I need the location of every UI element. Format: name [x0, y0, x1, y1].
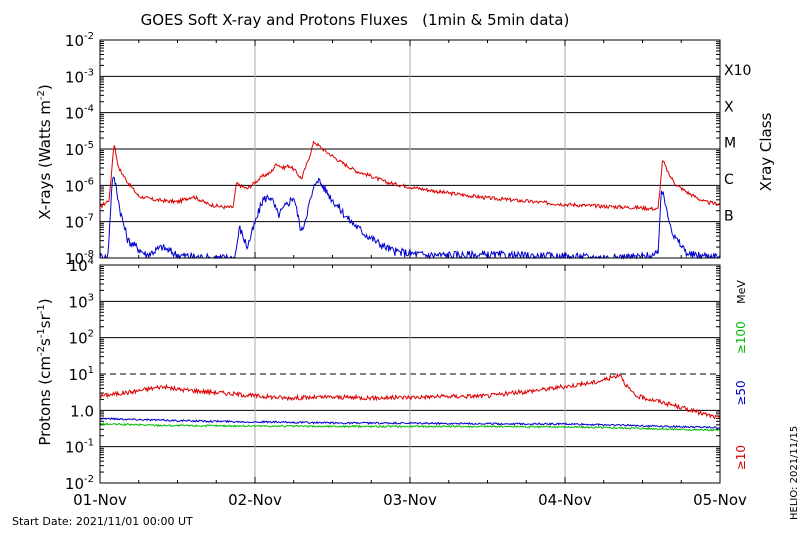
- xray-ytick-label-3: 10-5: [65, 140, 94, 159]
- x-tick-label-0: 01-Nov: [73, 491, 127, 509]
- proton-ytick-label-1: 10-1: [65, 438, 94, 457]
- xray-ytick-exp-6: -2: [84, 31, 94, 42]
- x-tick-label-3: 04-Nov: [538, 491, 592, 509]
- energy-label-red: ≥10: [734, 445, 748, 470]
- proton-y-axis-label-sup2: -1: [36, 328, 47, 338]
- proton-y-axis-label-mid2: sr: [36, 313, 54, 328]
- proton-ytick-exp-0: -2: [84, 474, 94, 485]
- xray-ytick-label-6: 10-2: [65, 31, 94, 50]
- proton-ytick-label-6: 104: [69, 256, 94, 275]
- proton-ytick-exp-3: 1: [88, 365, 94, 376]
- xray-y-axis-label-main: X-rays (Watts m: [36, 100, 54, 220]
- proton-series-blue: [99, 417, 721, 430]
- mev-axis-title: MeV: [735, 280, 748, 304]
- proton-ytick-exp-1: -1: [84, 438, 94, 449]
- proton-ytick-exp-5: 3: [88, 292, 94, 303]
- proton-y-axis-label-main: Protons (cm: [36, 356, 54, 446]
- proton-frame: [99, 264, 721, 484]
- proton-ytick-base-6: 10: [69, 257, 88, 275]
- xray-class-label-c: C: [724, 172, 734, 188]
- energy-label-green: ≥100: [734, 321, 748, 354]
- proton-y-axis-label-sup1: -2: [36, 346, 47, 356]
- xray-class-label-x10: X10: [724, 63, 751, 79]
- proton-ytick-base-4: 10: [69, 330, 88, 348]
- proton-y-axis-label-mid1: s: [36, 338, 54, 346]
- xray-ytick-exp-1: -7: [84, 213, 94, 224]
- xray-ytick-exp-5: -3: [84, 67, 94, 78]
- proton-ytick-exp-4: 2: [88, 329, 94, 340]
- proton-y-axis-label-close: ): [36, 298, 54, 304]
- proton-ytick-base-5: 10: [69, 293, 88, 311]
- start-date: Start Date: 2021/11/01 00:00 UT: [12, 515, 193, 528]
- chart-title: GOES Soft X-ray and Protons Fluxes (1min…: [141, 11, 570, 29]
- xray-ytick-label-4: 10-4: [65, 104, 94, 123]
- xray-ytick-base-2: 10: [65, 177, 84, 195]
- proton-series-green: [99, 422, 721, 432]
- xray-ytick-base-0: 10: [65, 250, 84, 268]
- xray-y-axis-label-exp: -2: [36, 90, 47, 100]
- proton-ytick-label-4: 102: [69, 329, 94, 348]
- xray-class-label-m: M: [724, 136, 736, 152]
- xray-ytick-base-3: 10: [65, 141, 84, 159]
- proton-ytick-label-3: 101: [69, 365, 94, 384]
- proton-ytick-label-2: 1.0: [70, 402, 94, 420]
- xray-frame: [99, 39, 721, 259]
- xray-series-red: [99, 140, 721, 212]
- xray-ytick-base-1: 10: [65, 214, 84, 232]
- xray-ytick-exp-0: -8: [84, 249, 94, 260]
- xray-ytick-base-4: 10: [65, 105, 84, 123]
- xray-ytick-base-6: 10: [65, 32, 84, 50]
- x-tick-label-4: 05-Nov: [693, 491, 747, 509]
- x-tick-label-2: 03-Nov: [383, 491, 437, 509]
- xray-class-label-x: X: [724, 99, 734, 115]
- xray-ytick-exp-3: -5: [84, 140, 94, 151]
- proton-ytick-label-5: 103: [69, 292, 94, 311]
- x-tick-label-1: 02-Nov: [228, 491, 282, 509]
- xray-ytick-label-2: 10-6: [65, 176, 94, 195]
- proton-ytick-base-3: 10: [69, 366, 88, 384]
- xray-class-axis-title: Xray Class: [757, 112, 775, 191]
- xray-class-label-b: B: [724, 208, 734, 224]
- xray-ytick-exp-2: -6: [84, 176, 94, 187]
- xray-ytick-base-5: 10: [65, 68, 84, 86]
- proton-y-axis-label-sup3: -1: [36, 304, 47, 314]
- xray-ytick-label-5: 10-3: [65, 67, 94, 86]
- proton-ytick-base-1: 10: [65, 439, 84, 457]
- energy-label-blue: ≥50: [734, 380, 748, 405]
- xray-ytick-label-1: 10-7: [65, 213, 94, 232]
- xray-y-axis-label: X-rays (Watts m-2): [36, 84, 54, 219]
- xray-y-axis-label-close: ): [36, 84, 54, 90]
- credit-label: HELIO: 2021/11/15: [789, 426, 800, 520]
- proton-ytick-exp-6: 4: [88, 256, 94, 267]
- xray-ytick-label-0: 10-8: [65, 249, 94, 268]
- proton-series-red: [99, 372, 721, 420]
- proton-y-axis-label: Protons (cm-2s-1sr-1): [36, 298, 54, 445]
- proton-ytick-base-2: 1.0: [70, 402, 94, 420]
- proton-ytick-base-0: 10: [65, 475, 84, 493]
- proton-ytick-label-0: 10-2: [65, 474, 94, 493]
- xray-ytick-exp-4: -4: [84, 104, 94, 115]
